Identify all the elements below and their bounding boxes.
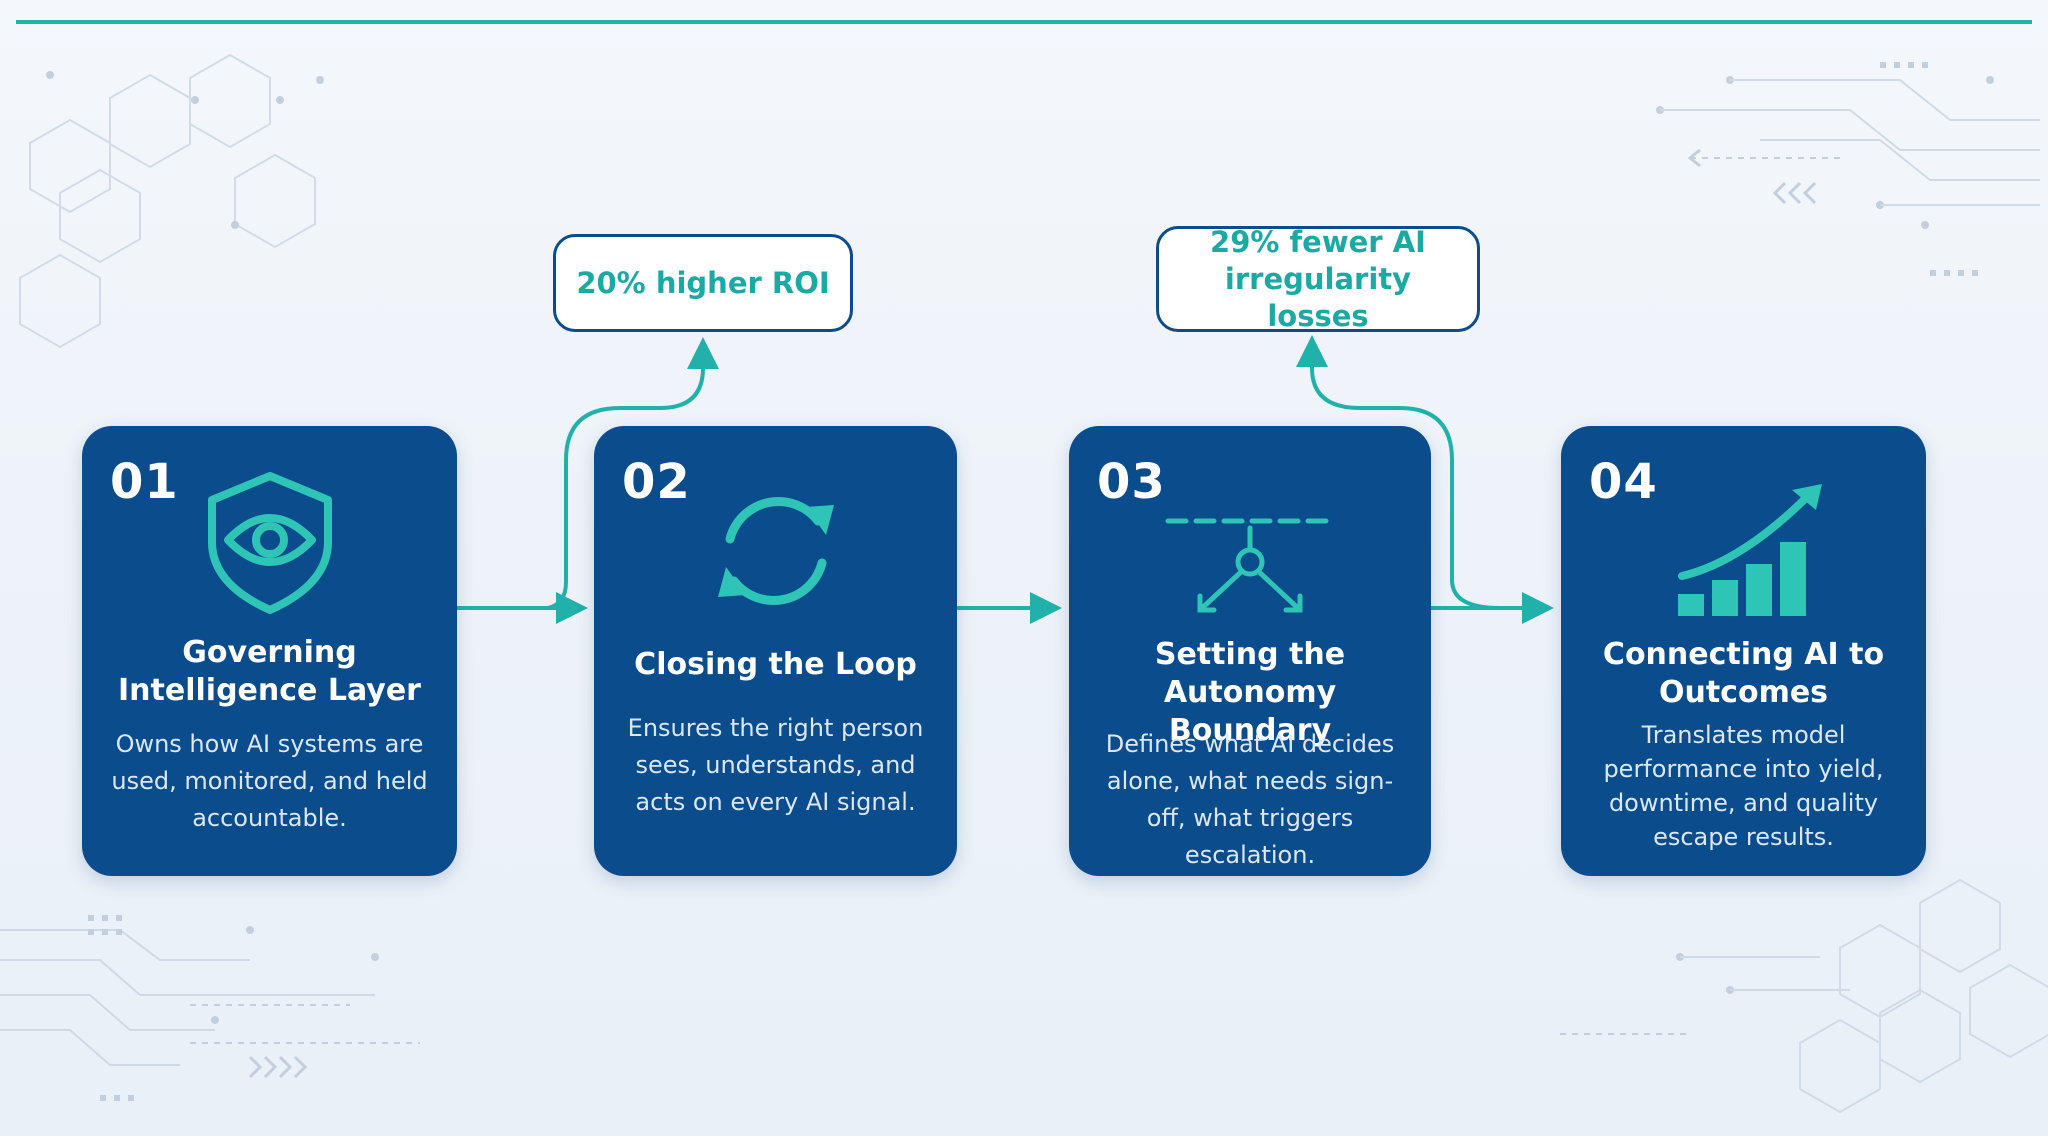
step-card-2: 02 Closing the Loop Ensures the right pe…	[594, 426, 957, 876]
step-card-3: 03 Setting the Autonomy Boundary Defines…	[1069, 426, 1431, 876]
step-description: Owns how AI systems are used, monitored,…	[111, 730, 428, 832]
top-accent-rule	[16, 20, 2032, 24]
step-title: Setting the Autonomy Boundary	[1154, 637, 1346, 748]
boundary-branch-icon	[1165, 518, 1335, 613]
step-number: 01	[110, 454, 179, 510]
step-title: Governing Intelligence Layer	[118, 635, 421, 708]
step-description: Ensures the right person sees, understan…	[627, 714, 924, 816]
step-card-1: 01 Governing Intelligence Layer Owns how…	[82, 426, 457, 876]
step-title: Closing the Loop	[634, 647, 917, 682]
arrow-to-losses-callout	[1296, 335, 1502, 610]
step-description: Defines what AI decides alone, what need…	[1105, 730, 1395, 869]
shield-eye-icon	[208, 472, 332, 614]
arrow-to-roi-callout	[546, 337, 719, 610]
roi-callout: 20% higher ROI	[553, 234, 853, 332]
step-number: 02	[622, 454, 691, 510]
step-description: Translates model performance into yield,…	[1603, 721, 1884, 851]
step-number: 03	[1097, 454, 1166, 510]
refresh-loop-icon	[718, 497, 834, 605]
growth-chart-icon	[1678, 484, 1822, 616]
step-title: Connecting AI to Outcomes	[1602, 637, 1885, 710]
step-number: 04	[1589, 454, 1658, 510]
losses-callout: 29% fewer AI irregularity losses	[1156, 225, 1480, 333]
step-card-4: 04 Connecting AI to Outcomes Translates …	[1561, 426, 1926, 876]
